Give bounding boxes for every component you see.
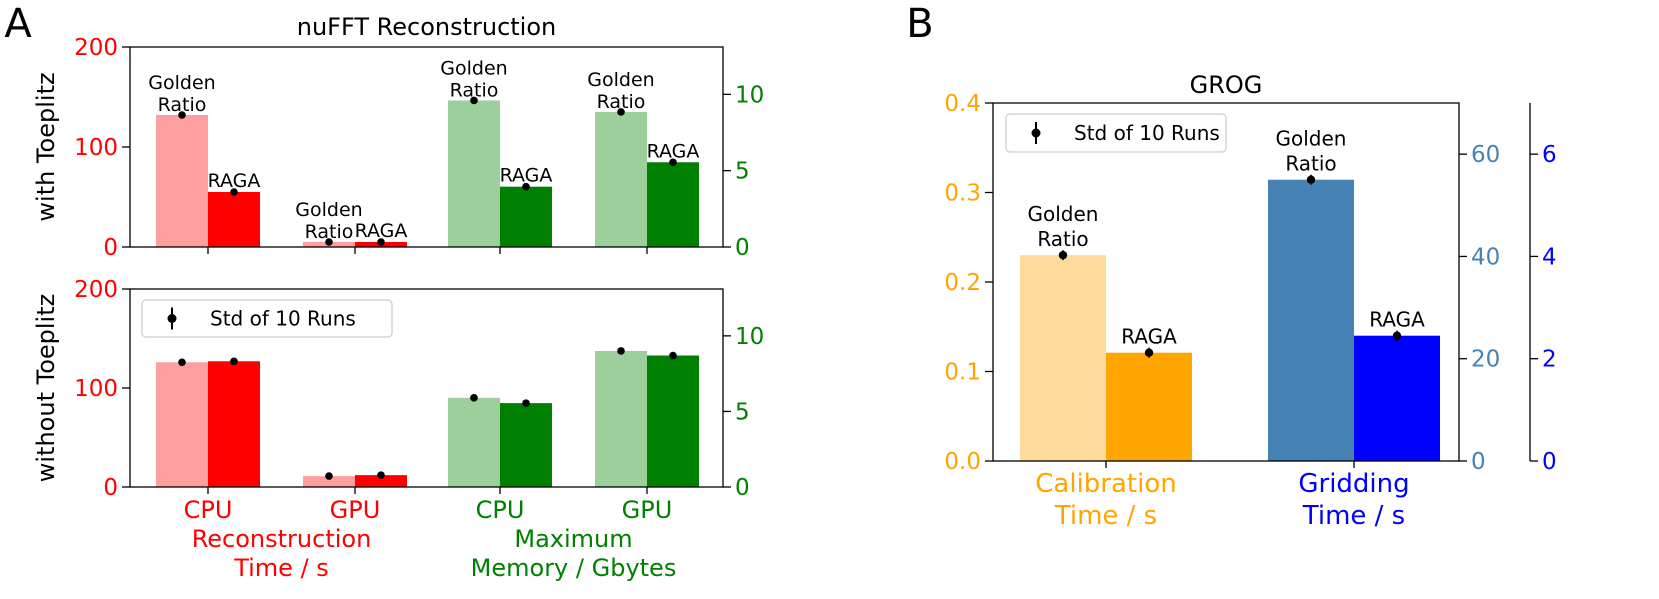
a-bottom-error-marker [522, 399, 530, 407]
a-bottom-right-axis-tick-label: 5 [735, 399, 750, 425]
b-bar [1020, 255, 1106, 461]
a-group-label: Reconstruction Time / s [192, 525, 372, 582]
a-top-error-marker [470, 96, 478, 105]
b-left-axis-tick-label: 0.3 [944, 181, 981, 207]
a-top-error-marker [230, 188, 238, 196]
a-group-label: Maximum Memory / Gbytes [471, 525, 677, 582]
b-bar [1268, 179, 1354, 461]
a-top-bar [647, 162, 699, 247]
b-left-axis-tick-label: 0.0 [944, 449, 981, 475]
b-right-axis-tick-label: 40 [1471, 244, 1500, 270]
a-top-ylabel: with Toeplitz [32, 72, 60, 221]
b-bar-label: RAGA [1369, 308, 1425, 332]
b-bar-label: Golden Ratio [1276, 127, 1347, 176]
a-top-title: nuFFT Reconstruction [297, 13, 557, 41]
a-top-bar-label: Golden Ratio [295, 199, 362, 243]
a-top-left-axis-tick-label: 200 [74, 35, 118, 61]
a-bottom-bar [208, 361, 260, 487]
b-error-marker [1058, 250, 1068, 260]
a-bottom-category-label: GPU [622, 496, 673, 524]
a-top-left-axis-tick-label: 0 [103, 235, 118, 261]
b-right-axis-tick-label: 0 [1471, 449, 1486, 475]
a-bottom-error-marker [325, 472, 333, 480]
b-left-axis-tick-label: 0.2 [944, 270, 981, 296]
a-bottom-legend-marker-glyph [167, 314, 177, 323]
a-top-bar [208, 192, 260, 247]
b-legend [1005, 113, 1227, 153]
a-top-bar-label: RAGA [500, 165, 553, 187]
a-bottom-category-label: GPU [330, 496, 381, 524]
a-bottom-ylabel: without Toeplitz [32, 294, 60, 482]
a-bottom-bar [500, 403, 552, 487]
panel-label-b: B [906, 1, 933, 47]
a-bottom-bar [156, 362, 208, 487]
b-title: GROG [1190, 71, 1263, 99]
a-bottom-bar [647, 355, 699, 487]
a-top-error-marker [325, 238, 333, 246]
a-top-right-axis-tick-label: 10 [735, 82, 764, 108]
a-top-left-axis-tick-label: 100 [74, 135, 118, 161]
a-top-error-marker [178, 111, 186, 119]
a-bottom-error-marker [617, 347, 625, 355]
a-bottom-bar [303, 476, 355, 487]
b-outer-axis-tick-label: 2 [1542, 347, 1557, 373]
b-error-marker [1392, 331, 1402, 340]
a-top-bar-label: Golden Ratio [148, 72, 215, 116]
b-outer-axis-tick-label: 4 [1542, 244, 1557, 270]
a-top-right-axis-tick-label: 5 [735, 159, 750, 185]
a-top-bar-label: RAGA [208, 170, 261, 192]
b-error-marker [1306, 175, 1316, 184]
a-bottom-error-marker [230, 357, 238, 366]
b-bar-label: RAGA [1121, 325, 1177, 349]
a-bottom-left-axis-tick-label: 100 [74, 376, 118, 402]
b-right-axis-tick-label: 60 [1471, 142, 1500, 168]
b-left-axis-tick-label: 0.4 [944, 91, 981, 117]
a-bottom-right-axis-tick-label: 10 [735, 324, 764, 350]
a-top-bar-label: Golden Ratio [587, 69, 654, 113]
a-top-error-marker [669, 158, 677, 167]
b-bar-label: Golden Ratio [1028, 202, 1099, 251]
a-top-bar-label: RAGA [647, 140, 700, 162]
a-bottom-bar [595, 350, 647, 487]
a-top-bar [448, 100, 500, 247]
a-top-bar [500, 186, 552, 247]
a-top-error-marker [377, 238, 385, 246]
panel-label-a: A [4, 1, 32, 47]
a-bottom-right-axis-tick-label: 0 [735, 475, 750, 501]
a-top-error-marker [522, 182, 530, 191]
a-bottom-bar [448, 397, 500, 487]
a-bottom-legend [141, 299, 393, 338]
a-top-right-axis-tick-label: 0 [735, 235, 750, 261]
b-outer-axis-tick-label: 6 [1542, 142, 1557, 168]
a-top-bar [595, 111, 647, 247]
a-bottom-error-marker [470, 394, 478, 402]
a-top-bar-label: RAGA [355, 220, 408, 242]
b-legend-marker-glyph [1031, 128, 1041, 138]
a-top-error-marker [617, 108, 625, 116]
b-group-label: Calibration Time / s [1035, 469, 1176, 531]
a-bottom-left-axis-tick-label: 0 [103, 475, 118, 501]
b-outer-axis-tick-label: 0 [1542, 449, 1557, 475]
a-top-bar [156, 115, 208, 247]
a-bottom-error-marker [377, 471, 385, 479]
b-error-marker [1144, 348, 1154, 357]
a-bottom-legend-label: Std of 10 Runs [210, 307, 356, 331]
a-bottom-left-axis-tick-label: 200 [74, 277, 118, 303]
b-left-axis-tick-label: 0.1 [944, 360, 981, 386]
a-bottom-error-marker [178, 358, 186, 367]
a-top-bar-label: Golden Ratio [440, 57, 507, 101]
a-bottom-category-label: CPU [476, 496, 525, 524]
b-right-axis-tick-label: 20 [1471, 347, 1500, 373]
b-group-label: Gridding Time / s [1298, 469, 1409, 531]
b-bar [1354, 335, 1440, 461]
a-bottom-category-label: CPU [184, 496, 233, 524]
a-bottom-error-marker [669, 351, 677, 360]
a-bottom-bar [355, 475, 407, 487]
b-bar [1106, 352, 1192, 461]
b-legend-label: Std of 10 Runs [1074, 121, 1220, 145]
